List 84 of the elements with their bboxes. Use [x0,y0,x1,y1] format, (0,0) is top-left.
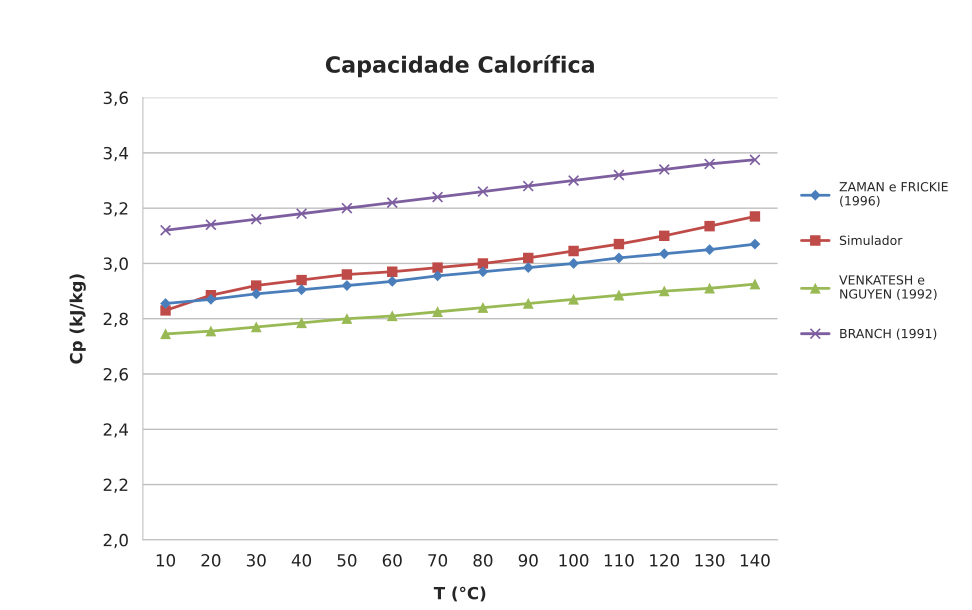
point [568,258,579,269]
y-tick-label: 3,2 [104,202,128,216]
x-tick-label: 70 [428,554,448,567]
point [659,248,670,260]
x-tick-label: 10 [156,554,176,567]
x-tick-label: 40 [292,554,312,567]
point [386,196,398,208]
point [250,214,262,225]
point [432,306,443,318]
point [478,266,488,277]
point [523,252,534,264]
point [432,270,443,282]
x-tick-label: 30 [246,554,266,567]
point [387,310,398,322]
legend-label: Simulador [840,235,902,246]
point [160,224,172,236]
point [206,294,216,305]
point [205,219,217,230]
point [432,191,444,203]
point [614,238,624,250]
point [750,278,760,290]
legend-label: ZAMAN e FRICKIE (1996) [840,182,948,207]
point [250,288,262,300]
point [478,258,488,269]
x-tick-label: 80 [473,554,492,567]
point [704,283,715,294]
point [522,262,534,273]
point [614,290,624,300]
x-tick-label: 20 [202,554,220,567]
chart-title: Capacidade Calorífica [326,54,594,78]
y-tick-label: 3,6 [104,92,128,106]
y-tick-label: 2,4 [104,423,128,438]
y-tick-label: 2,2 [104,478,128,493]
point [613,169,625,181]
point [296,208,308,220]
point [160,298,171,309]
point [206,326,216,336]
point [387,266,398,277]
x-tick-label: 100 [560,554,588,567]
point [341,202,353,214]
y-tick-label: 3,0 [104,257,128,272]
point [296,284,307,295]
y-tick-label: 2,8 [104,312,128,327]
point [749,154,761,166]
point [342,314,352,324]
point [659,230,670,242]
point [704,244,715,255]
x-tick-label: 130 [696,554,724,567]
point [523,298,534,309]
x-tick-label: 110 [604,554,634,567]
y-tick-label: 2,0 [104,534,128,548]
x-tick-label: 50 [338,554,356,567]
point [296,318,307,328]
point [704,158,716,170]
point [568,246,579,256]
point [522,180,534,192]
point [160,328,171,340]
y-axis-title: Cp (kJ/kg) [70,274,86,364]
x-tick-label: 60 [382,554,402,567]
point [251,322,262,332]
x-tick-label: 120 [650,554,680,567]
x-axis-title: T (°C) [434,586,486,602]
point [251,280,262,291]
point [342,280,352,291]
point [386,276,398,287]
point [750,238,760,250]
point [342,269,352,280]
point [614,252,624,264]
point [659,286,670,296]
point [478,302,488,313]
x-tick-label: 140 [740,554,770,567]
y-tick-label: 3,4 [104,146,128,162]
point [432,262,443,273]
x-tick-label: 90 [518,554,538,567]
point [658,164,670,176]
y-tick-label: 2,6 [104,368,128,382]
legend-label: BRANCH (1991) [840,328,936,340]
point [568,294,579,305]
legend-label: VENKATESH e NGUYEN (1992) [839,275,937,300]
point [704,220,715,232]
point [296,274,307,286]
point [477,186,489,198]
point [750,211,760,222]
point [568,174,580,186]
